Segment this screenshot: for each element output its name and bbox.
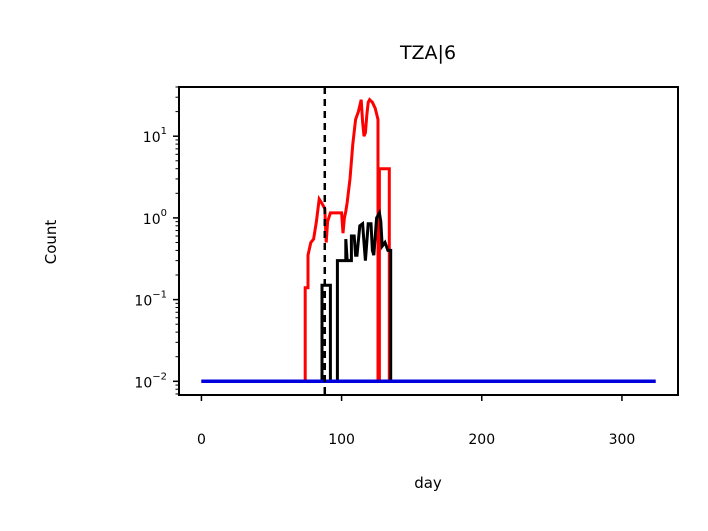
y-axis-ticks: 10−2 10−1 100 101 (134, 86, 179, 395)
chart-title: TZA|6 (399, 42, 456, 64)
x-axis-ticks: 0 100 200 300 (197, 395, 635, 448)
y-tick-label: 10−2 (134, 371, 167, 391)
x-tick-label: 0 (197, 432, 206, 448)
y-tick-label: 10−1 (134, 290, 167, 310)
x-tick-label: 300 (609, 432, 636, 448)
x-tick-label: 100 (328, 432, 355, 448)
y-axis-label: Count (42, 220, 60, 265)
x-axis-label: day (414, 474, 442, 492)
y-tick-label: 100 (143, 208, 167, 228)
series-line-2 (201, 208, 656, 383)
series-line-1 (201, 97, 656, 383)
x-tick-label: 200 (468, 432, 495, 448)
series-layer (201, 97, 656, 384)
plot-frame (178, 86, 679, 396)
y-tick-label: 101 (143, 126, 167, 146)
